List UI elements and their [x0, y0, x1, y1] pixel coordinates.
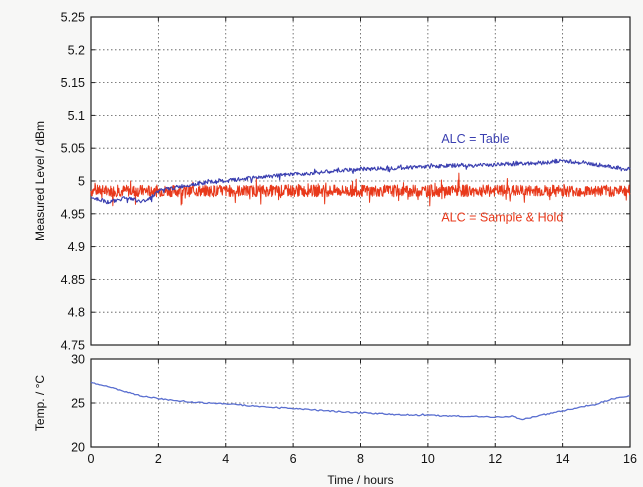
xtick-label: 2 — [155, 452, 162, 466]
top-ytick-label: 4.75 — [61, 339, 85, 353]
bottom-frame — [90, 358, 631, 448]
xtick-label: 14 — [556, 452, 570, 466]
top-ytick-label: 5.1 — [68, 109, 85, 123]
xtick-label: 4 — [222, 452, 229, 466]
bottom-ytick-label: 25 — [71, 397, 85, 411]
y-axis-label-level: Measured Level / dBm — [33, 121, 47, 241]
top-ytick-label: 5 — [78, 175, 85, 189]
bottom-ytick-label: 20 — [71, 441, 85, 455]
top-ytick-label: 4.9 — [68, 240, 85, 254]
series-table-line — [90, 158, 631, 205]
top-ytick-label: 4.95 — [61, 207, 85, 221]
y-axis-label-temp: Temp. / °C — [33, 375, 47, 431]
annotation-alc-sample-hold: ALC = Sample & Hold — [441, 211, 563, 225]
xtick-label: 12 — [488, 452, 502, 466]
top-ytick-label: 5.15 — [61, 76, 85, 90]
top-ytick-label: 5.2 — [68, 43, 85, 57]
xtick-label: 0 — [88, 452, 95, 466]
xtick-label: 10 — [421, 452, 435, 466]
xtick-label: 8 — [357, 452, 364, 466]
series-temperature-line — [90, 381, 631, 421]
xtick-label: 16 — [623, 452, 637, 466]
top-ytick-label: 5.05 — [61, 142, 85, 156]
annotation-alc-table: ALC = Table — [441, 132, 509, 146]
bottom-ytick-label: 30 — [71, 353, 85, 367]
xtick-label: 6 — [290, 452, 297, 466]
top-ytick-label: 4.85 — [61, 273, 85, 287]
x-axis-label: Time / hours — [327, 473, 393, 487]
top-frame — [90, 16, 631, 346]
top-ytick-label: 5.25 — [61, 11, 85, 25]
series-sample-and-hold-line — [90, 172, 631, 207]
top-ytick-label: 4.8 — [68, 306, 85, 320]
